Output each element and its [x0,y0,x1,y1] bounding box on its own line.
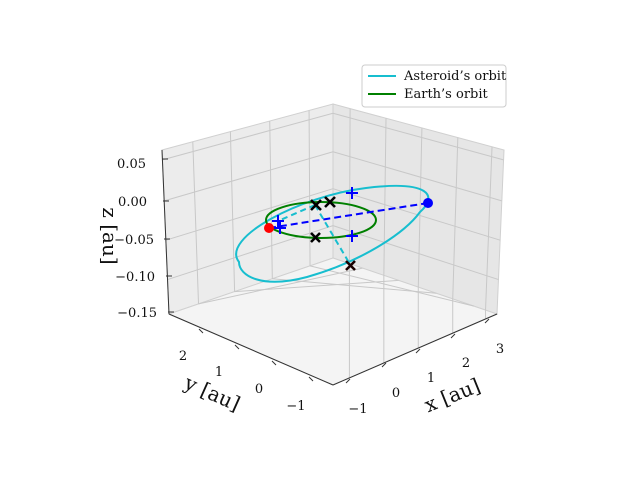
grid-line [309,265,475,307]
grid-line [452,137,459,299]
x-tick-mark [381,362,387,368]
cross-marker [310,232,321,243]
plus-markers [272,187,358,242]
grid-line [332,225,499,281]
grid-line [229,131,236,292]
x-tick-label: −1 [348,402,367,417]
x-tick-mark [415,348,421,354]
plus-marker [274,222,286,234]
z-tick-label: −0.15 [117,306,157,321]
z-tick-label: 0.00 [118,195,147,210]
y-tick-label: −1 [286,399,305,414]
apsidal-line [268,202,429,229]
y-tick-mark [308,376,314,382]
axes-panes [161,103,505,386]
x-tick-label: 3 [496,342,504,357]
cross-markers [310,196,356,271]
grid-lines [162,108,504,378]
cross-marker [345,260,356,271]
orbits [235,184,430,283]
grid-line [167,225,334,281]
z-axis-line [161,149,170,315]
grid-line [234,279,399,293]
grid-line [198,267,363,305]
grid-line [332,151,502,202]
node-line [277,204,316,222]
y-tick-mark [271,360,277,366]
z-tick-labels: 0.05 0.00 −0.05 −0.10 −0.15 [114,157,157,321]
y-tick-label: 0 [255,382,263,397]
grid-line [383,118,387,276]
z-axis-label: z [au] [98,207,122,264]
plus-marker [272,215,284,227]
x-tick-label: 0 [392,386,400,401]
legend-label-asteroid: Asteroid’s orbit [403,69,507,84]
x-tick-label: 1 [427,371,435,386]
plus-marker [346,187,358,199]
y-axis-line [168,313,334,386]
y-tick-label: 1 [215,365,223,380]
grid-line [348,108,351,264]
grid-line [332,112,504,161]
grid-line [417,127,423,288]
cross-marker [324,196,336,208]
tick-marks [162,158,490,384]
legend-frame [361,64,507,108]
y-axis-label: y [au] [180,370,244,416]
grid-line [269,121,273,279]
legend: Asteroid’s orbit Earth’s orbit [361,64,507,108]
y-tick-labels: 2 1 0 −1 [179,349,306,414]
cross-marker [310,199,322,211]
grid-line [272,278,437,294]
x-tick-labels: −1 0 1 2 3 [348,342,504,417]
grid-line [332,188,501,241]
x-tick-mark [484,318,490,324]
z-tick-label: −0.10 [115,270,155,285]
aphelion-point [423,198,433,208]
asteroid-orbit-line [235,184,430,283]
axis-lines [161,149,498,386]
x-tick-mark [345,378,351,384]
grid-line [164,151,334,202]
z-tick-label: −0.05 [114,233,154,248]
z-tick-label: 0.05 [117,157,146,172]
grid-line [192,141,200,304]
y-tick-mark [198,328,204,334]
y-tick-label: 2 [179,349,187,364]
x-tick-mark [450,333,456,339]
grid-line [485,146,493,311]
plus-marker [346,230,358,242]
grid-line [162,112,334,161]
y-tick-mark [234,344,240,350]
earth-orbit-line [265,201,377,239]
x-tick-label: 2 [462,356,470,371]
apsis-points [264,198,433,233]
grid-line [165,188,334,241]
grid-line [308,110,311,266]
reference-lines [268,202,429,267]
perihelion-point [264,223,274,233]
node-line [314,204,352,267]
x-axis-line [332,313,498,386]
legend-label-earth: Earth’s orbit [404,87,489,102]
